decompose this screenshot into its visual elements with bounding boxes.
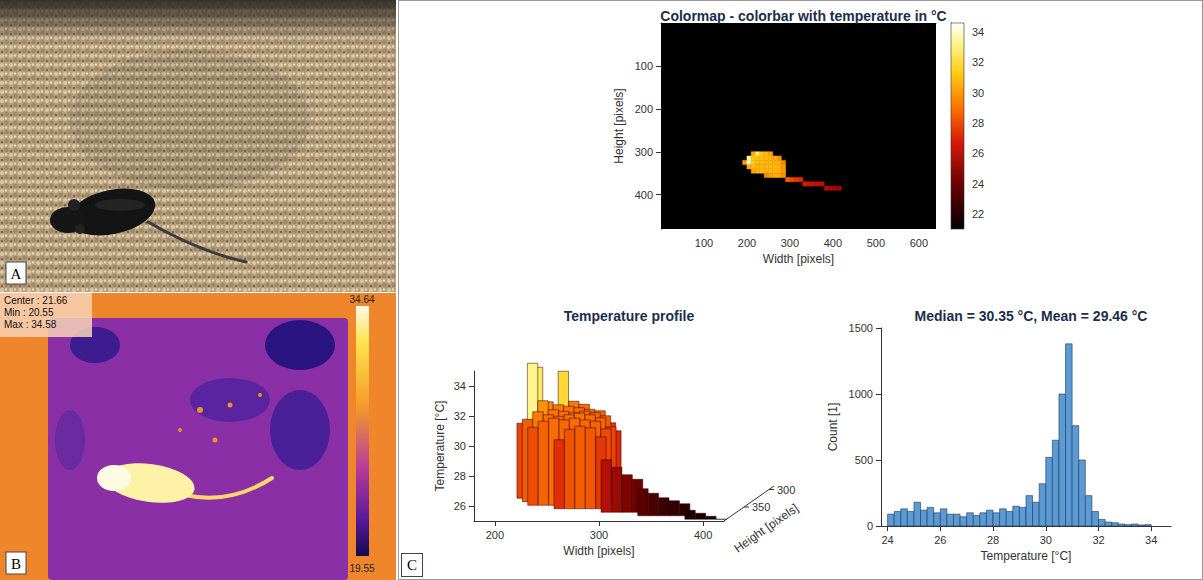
svg-text:200: 200 [486,529,504,541]
svg-text:500: 500 [855,454,873,466]
svg-text:400: 400 [824,237,842,249]
svg-text:1000: 1000 [849,388,873,400]
svg-text:26: 26 [454,500,466,512]
svg-text:B: B [11,556,21,572]
svg-text:200: 200 [738,237,756,249]
svg-text:26: 26 [934,534,946,546]
svg-text:Temperature [°C]: Temperature [°C] [433,401,447,492]
svg-text:Width [pixels]: Width [pixels] [763,252,834,266]
svg-text:Min : 20.55: Min : 20.55 [4,307,54,318]
svg-text:34: 34 [454,380,466,392]
svg-text:Temperature [°C]: Temperature [°C] [981,549,1072,563]
svg-text:30: 30 [1040,534,1052,546]
svg-text:400: 400 [694,529,712,541]
svg-text:30: 30 [972,87,984,99]
svg-text:500: 500 [867,237,885,249]
svg-text:24: 24 [972,178,984,190]
svg-text:300: 300 [635,146,653,158]
svg-text:300: 300 [777,484,795,496]
svg-text:200: 200 [635,103,653,115]
svg-text:Median = 30.35 °C, Mean = 29.4: Median = 30.35 °C, Mean = 29.46 °C [915,308,1148,324]
svg-text:28: 28 [972,117,984,129]
svg-text:22: 22 [972,208,984,220]
svg-text:26: 26 [972,147,984,159]
svg-text:28: 28 [987,534,999,546]
svg-text:Center : 21.66: Center : 21.66 [4,295,68,306]
svg-text:0: 0 [867,520,873,532]
svg-text:32: 32 [1092,534,1104,546]
svg-text:24: 24 [881,534,893,546]
svg-text:100: 100 [635,60,653,72]
svg-text:Height [pixels]: Height [pixels] [731,501,801,556]
svg-text:A: A [11,266,22,282]
svg-text:400: 400 [635,189,653,201]
svg-text:32: 32 [454,410,466,422]
svg-text:300: 300 [781,237,799,249]
svg-text:Width [pixels]: Width [pixels] [563,544,634,558]
svg-text:34.64: 34.64 [349,294,374,305]
svg-text:Colormap - colorbar with tempe: Colormap - colorbar with temperature in … [660,8,946,24]
svg-text:Temperature profile: Temperature profile [564,308,695,324]
svg-text:300: 300 [590,529,608,541]
svg-text:350: 350 [752,501,770,513]
html-text:C: C [407,557,417,573]
svg-text:Count [1]: Count [1] [826,403,840,452]
svg-text:1500: 1500 [849,322,873,334]
svg-text:Height [pixels]: Height [pixels] [612,88,626,163]
svg-text:Max : 34.58: Max : 34.58 [4,319,57,330]
svg-text:19.55: 19.55 [349,563,374,574]
svg-text:100: 100 [695,237,713,249]
svg-text:32: 32 [972,56,984,68]
svg-text:30: 30 [454,440,466,452]
svg-text:28: 28 [454,470,466,482]
svg-text:600: 600 [910,237,928,249]
svg-text:34: 34 [972,26,984,38]
svg-text:34: 34 [1145,534,1157,546]
